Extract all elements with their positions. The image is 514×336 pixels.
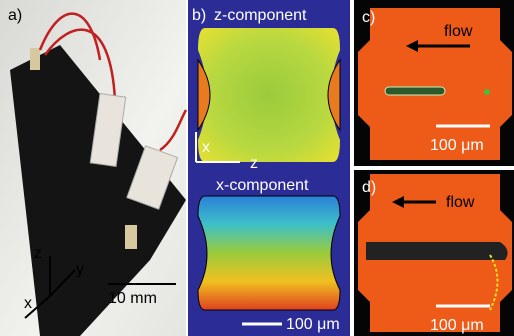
axis-label: z bbox=[34, 245, 42, 262]
axis-label: y bbox=[76, 261, 84, 278]
axis-label: x bbox=[202, 139, 210, 156]
panel-label: a) bbox=[8, 7, 22, 24]
scale-label: 10 mm bbox=[108, 290, 157, 307]
subplot-title: z-component bbox=[214, 7, 307, 24]
panel-a: a) z y x 10 mm bbox=[0, 0, 186, 336]
figure: a) z y x 10 mm b) z-component x z x-comp… bbox=[0, 0, 514, 336]
port bbox=[30, 48, 40, 70]
scale-label: 100 μm bbox=[286, 316, 340, 333]
panel-label: d) bbox=[362, 179, 376, 196]
x-field bbox=[198, 196, 340, 310]
panel-label: b) bbox=[192, 7, 206, 24]
particle-chain bbox=[385, 87, 445, 95]
subplot-title: x-component bbox=[216, 177, 309, 194]
panel-b: b) z-component x z x-component 100 μm bbox=[188, 0, 350, 336]
particle bbox=[484, 89, 490, 95]
scale-label: 100 μm bbox=[430, 137, 484, 154]
flow-label: flow bbox=[444, 23, 473, 40]
z-field bbox=[198, 28, 340, 162]
panel-label: c) bbox=[362, 9, 375, 26]
axis-label: x bbox=[24, 295, 32, 312]
panel-d: d) flow 100 μm bbox=[354, 170, 514, 336]
port bbox=[125, 225, 137, 249]
particle-band bbox=[366, 242, 508, 260]
scale-label: 100 μm bbox=[430, 317, 484, 334]
axis-label: z bbox=[250, 155, 258, 172]
flow-label: flow bbox=[446, 194, 475, 211]
panel-c: c) flow 100 μm bbox=[354, 0, 514, 166]
